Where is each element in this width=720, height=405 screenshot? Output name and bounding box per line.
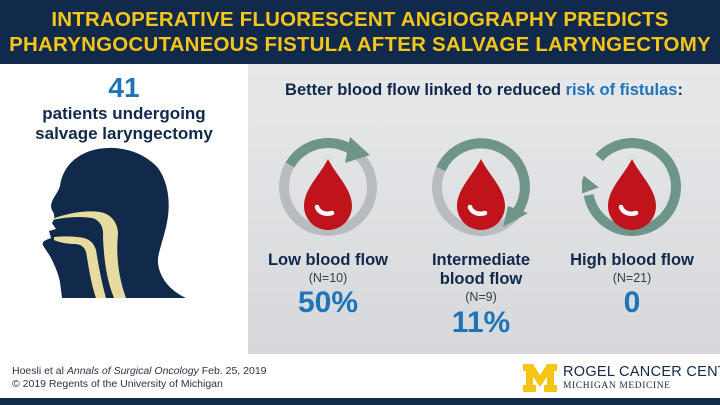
low-flow-percent: 50%: [297, 286, 359, 319]
circular-arrow-icon: [279, 137, 377, 236]
subtitle-highlight: risk of fistulas: [565, 81, 678, 99]
title-banner: INTRAOPERATIVE FLUORESCENT ANGIOGRAPHY P…: [0, 0, 720, 64]
michigan-m-logo: [523, 364, 557, 392]
patient-description: patients undergoing salvage laryngectomy: [0, 104, 248, 144]
footer-bar: [0, 398, 720, 405]
findings-subtitle: Better blood flow linked to reduced risk…: [248, 81, 720, 100]
title-line-2: PHARYNGOCUTANEOUS FISTULA AFTER SALVAGE …: [9, 33, 711, 56]
copyright: © 2019 Regents of the University of Mich…: [12, 378, 223, 390]
citation: Hoesli et al Annals of Surgical Oncology…: [12, 365, 267, 378]
low-flow-graphic: [279, 137, 377, 236]
patient-description-line-2: salvage laryngectomy: [35, 124, 213, 143]
citation-date: Feb. 25, 2019: [201, 365, 267, 377]
citation-journal: Annals of Surgical Oncology: [66, 365, 199, 377]
citation-authors: Hoesli et al: [12, 365, 64, 377]
patient-count: 41: [108, 72, 140, 103]
high-flow-graphic: [582, 138, 681, 236]
high-flow-label: High blood flow: [570, 251, 694, 269]
blood-drop-icon: [304, 159, 352, 230]
high-flow-percent: 0: [623, 286, 641, 319]
low-flow-n: (N=10): [308, 271, 348, 285]
title-line-1: INTRAOPERATIVE FLUORESCENT ANGIOGRAPHY P…: [51, 8, 669, 31]
intermediate-flow-graphic: [432, 138, 530, 236]
patients-panel: 41 patients undergoing salvage laryngect…: [0, 64, 248, 354]
blood-flow-panel: Better blood flow linked to reduced risk…: [248, 64, 720, 354]
circular-arrow-icon: [432, 138, 530, 236]
head-profile-icon: [42, 147, 186, 298]
blood-drop-icon: [608, 159, 656, 230]
blood-drop-icon: [457, 159, 505, 230]
subtitle-prefix: Better blood flow linked to reduced: [285, 81, 566, 99]
footer: Hoesli et al Annals of Surgical Oncology…: [0, 354, 720, 405]
patient-description-line-1: patients undergoing: [42, 104, 206, 123]
intermediate-flow-n: (N=9): [465, 290, 497, 304]
logo-name: ROGEL CANCER CENTER: [563, 364, 720, 380]
low-flow-label: Low blood flow: [267, 251, 389, 269]
high-flow-n: (N=21): [612, 271, 652, 285]
logo-subtitle: MICHIGAN MEDICINE: [563, 381, 671, 391]
intermediate-flow-label-line-2: blood flow: [439, 270, 523, 288]
subtitle-suffix: :: [677, 81, 683, 99]
intermediate-flow-label-line-1: Intermediate: [431, 251, 531, 269]
intermediate-flow-percent: 11%: [451, 306, 511, 339]
circular-arrow-icon: [582, 138, 681, 236]
